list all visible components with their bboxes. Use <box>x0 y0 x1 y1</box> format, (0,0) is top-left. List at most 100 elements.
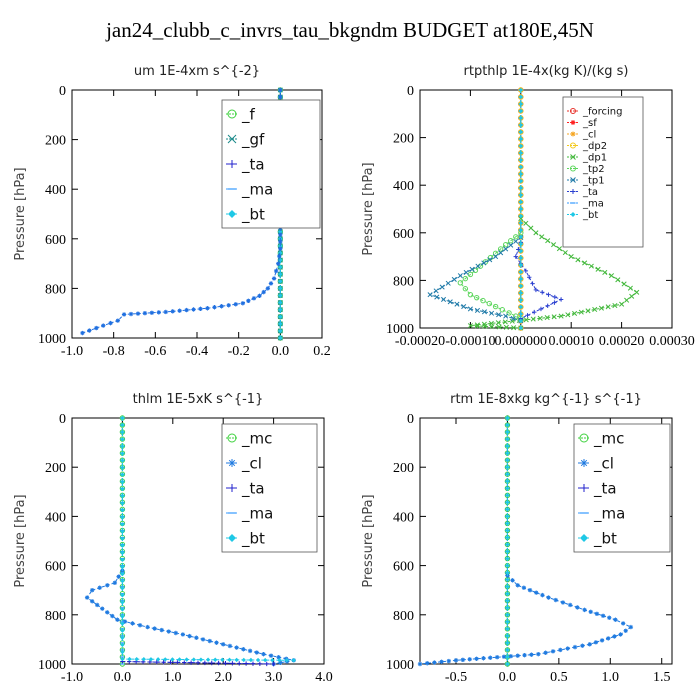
chart-title: rtpthlp 1E-4x(kg K)/(kg s) <box>464 64 629 79</box>
data-point <box>97 585 102 590</box>
data-point <box>163 657 168 662</box>
data-point <box>177 657 182 662</box>
data-point <box>505 591 510 596</box>
data-point <box>261 651 266 657</box>
plot-frame <box>419 417 673 665</box>
x-tick-label: 1.5 <box>653 670 671 685</box>
data-point <box>518 318 523 324</box>
series-tp2 <box>457 230 524 322</box>
legend: _forcing_sf_cl_dp2_dp1_tp2_tp1_ta_ma_bt <box>562 96 644 248</box>
data-point <box>518 185 523 191</box>
data-point <box>226 303 231 308</box>
data-point <box>240 301 246 306</box>
y-tick-label: 600 <box>45 560 66 575</box>
data-point <box>505 436 510 442</box>
data-point <box>247 648 253 654</box>
data-point <box>257 661 263 666</box>
data-point <box>120 415 125 421</box>
data-point <box>184 657 189 662</box>
data-point <box>529 652 534 657</box>
data-point <box>518 304 523 310</box>
y-tick-label: 400 <box>45 183 66 198</box>
data-point <box>518 94 523 100</box>
legend-marker <box>570 131 576 137</box>
legend-marker <box>579 433 589 443</box>
data-point <box>582 607 587 613</box>
data-point <box>530 316 536 322</box>
data-point <box>187 633 192 639</box>
legend: _mc _cl _ta _ma _bt <box>573 423 671 553</box>
series-ta <box>513 240 564 321</box>
data-point <box>518 290 523 296</box>
data-point <box>278 239 283 245</box>
data-point <box>513 313 519 319</box>
data-point <box>284 658 289 663</box>
data-point <box>505 598 510 603</box>
data-point <box>467 323 473 329</box>
y-tick-label: 200 <box>45 134 66 149</box>
data-point <box>518 171 523 177</box>
data-point <box>552 300 557 305</box>
data-point <box>510 578 515 583</box>
data-point <box>621 281 627 287</box>
data-point <box>457 280 464 286</box>
y-tick-label: 1000 <box>386 658 414 673</box>
y-tick-label: 600 <box>393 227 414 242</box>
data-point <box>543 650 548 655</box>
data-point <box>264 661 269 667</box>
data-point <box>451 276 457 283</box>
y-tick-label: 1000 <box>386 322 414 337</box>
data-point <box>503 324 509 330</box>
data-point <box>141 657 147 662</box>
data-point <box>481 260 487 266</box>
data-point <box>474 322 480 328</box>
data-point <box>518 248 523 254</box>
data-point <box>120 550 125 555</box>
data-point <box>546 595 551 600</box>
data-point <box>278 264 283 270</box>
data-point <box>202 660 208 666</box>
data-point <box>446 658 451 664</box>
data-point <box>558 313 564 319</box>
data-point <box>612 302 618 309</box>
data-point <box>278 286 283 291</box>
data-point <box>255 657 261 663</box>
data-point <box>121 312 127 317</box>
data-point <box>505 465 510 470</box>
data-point <box>278 321 283 327</box>
data-point <box>278 328 283 334</box>
y-tick-label: 0 <box>59 84 66 99</box>
chart-title: rtm 1E-8xkg kg^{-1} s^{-1} <box>450 392 642 407</box>
data-point <box>505 443 510 449</box>
data-point <box>120 500 125 506</box>
data-point <box>120 642 125 648</box>
data-point <box>246 298 251 303</box>
data-point <box>120 486 125 492</box>
y-tick-label: 1000 <box>38 658 66 673</box>
data-point <box>474 307 481 313</box>
data-point <box>221 642 226 647</box>
x-tick-label: 0.0 <box>114 670 132 685</box>
data-point <box>505 661 510 667</box>
legend-label: _ta <box>241 155 265 174</box>
data-point <box>291 658 296 663</box>
data-point <box>251 296 257 301</box>
legend-marker <box>570 154 576 160</box>
data-point <box>505 493 510 498</box>
legend-label: _forcing <box>582 107 623 118</box>
y-tick-label: 800 <box>393 609 414 624</box>
legend-label: _gf <box>241 130 265 149</box>
data-point <box>599 638 605 643</box>
legend-marker <box>570 108 576 114</box>
data-point <box>469 266 475 272</box>
y-tick-label: 200 <box>393 461 414 476</box>
data-point <box>544 315 550 321</box>
data-point <box>278 272 283 277</box>
data-point <box>518 164 523 170</box>
data-point <box>503 246 509 252</box>
legend-marker <box>570 212 576 217</box>
data-point <box>518 101 523 107</box>
data-point <box>523 317 529 323</box>
legend-marker <box>570 189 576 194</box>
data-point <box>220 657 225 662</box>
